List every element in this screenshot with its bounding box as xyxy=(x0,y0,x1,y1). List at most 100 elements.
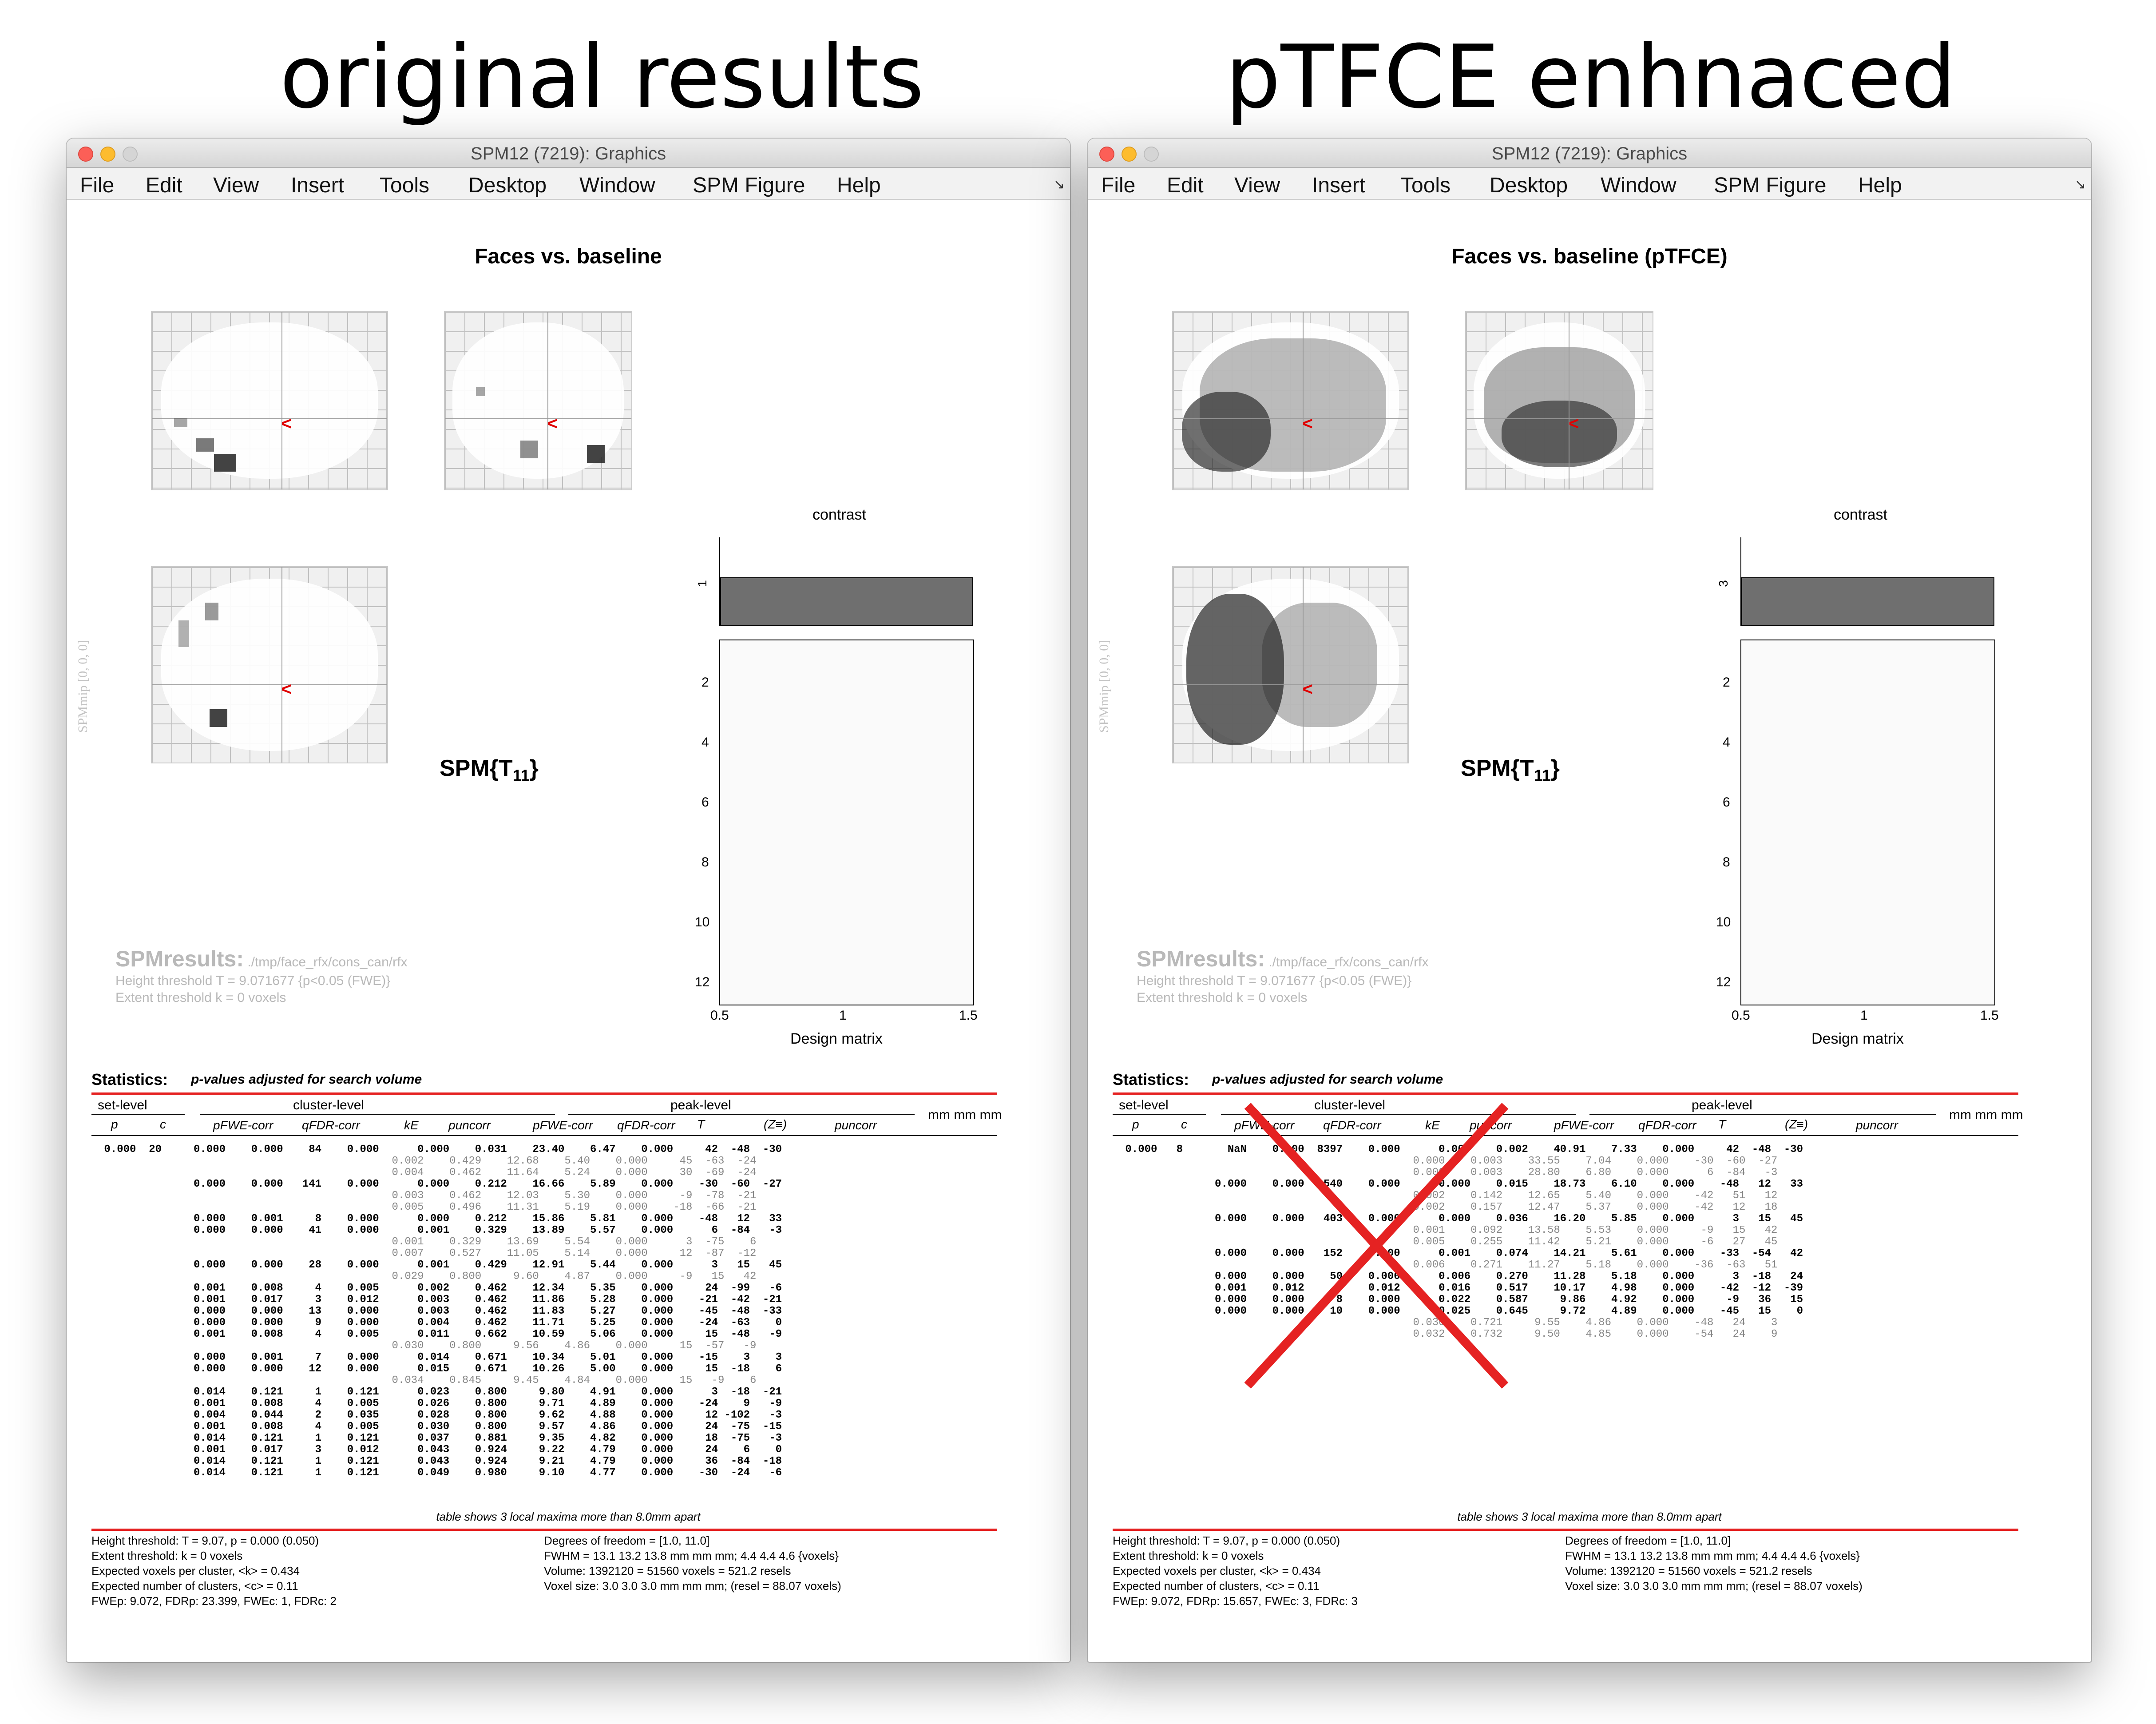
window-original: SPM12 (7219): Graphics File Edit View In… xyxy=(67,139,1070,1662)
stats-rule xyxy=(1113,1092,2018,1095)
design-matrix[interactable] xyxy=(1740,640,1995,1005)
table-row: 0.029 0.800 9.60 4.87 0.000 -9 15 42 xyxy=(98,1271,756,1283)
table-row: 0.000 0.000 13 0.000 0.003 0.462 11.83 5… xyxy=(98,1305,782,1317)
menu-file[interactable]: File xyxy=(1101,173,1135,198)
dm-ytick: 2 xyxy=(701,675,709,690)
dm-xtick: 1.5 xyxy=(959,1008,978,1023)
menu-tools[interactable]: Tools xyxy=(380,173,429,198)
menu-insert[interactable]: Insert xyxy=(291,173,344,198)
menu-edit[interactable]: Edit xyxy=(1167,173,1204,198)
menu-desktop[interactable]: Desktop xyxy=(1490,173,1568,198)
titlebar[interactable]: SPM12 (7219): Graphics xyxy=(1088,139,2091,168)
col-z: (Z≡) xyxy=(1785,1117,1808,1132)
graphics-canvas: Faces vs. baseline < < < SPMmip [0, 0, 0… xyxy=(67,200,1070,1662)
dm-ytick: 6 xyxy=(1723,795,1730,810)
col-punc-peak: puncorr xyxy=(835,1118,877,1132)
table-row: 0.000 0.001 7 0.000 0.014 0.671 10.34 5.… xyxy=(98,1351,782,1363)
glass-brain-axial[interactable]: < xyxy=(151,566,388,763)
table-row: 0.014 0.121 1 0.121 0.049 0.980 9.10 4.7… xyxy=(98,1467,782,1479)
menu-view[interactable]: View xyxy=(213,173,259,198)
menu-spm-figure[interactable]: SPM Figure xyxy=(1714,173,1826,198)
glass-brain-coronal[interactable]: < xyxy=(1465,311,1653,490)
table-row: 0.014 0.121 1 0.121 0.023 0.800 9.80 4.9… xyxy=(98,1386,782,1398)
table-row: 0.004 0.044 2 0.035 0.028 0.800 9.62 4.8… xyxy=(98,1409,782,1421)
menu-window[interactable]: Window xyxy=(1601,173,1676,198)
contrast-plot: 3 xyxy=(1740,537,1994,626)
table-row: 0.000 0.000 9 0.000 0.004 0.462 11.71 5.… xyxy=(98,1317,782,1329)
table-row: 0.014 0.121 1 0.121 0.037 0.881 9.35 4.8… xyxy=(98,1432,782,1444)
dm-ytick: 10 xyxy=(1716,915,1731,930)
contrast-bar[interactable] xyxy=(1741,577,1994,626)
table-row: 0.001 0.008 4 0.005 0.026 0.800 9.71 4.8… xyxy=(98,1398,782,1410)
table-row: 0.007 0.527 11.05 5.14 0.000 12 -87 -12 xyxy=(98,1247,756,1259)
stats-rule xyxy=(91,1092,997,1095)
glass-brain-sagittal[interactable]: < xyxy=(1172,311,1409,490)
col-z: (Z≡) xyxy=(764,1117,787,1132)
dock-arrow-icon[interactable]: ↘ xyxy=(2075,177,2086,192)
mm-header: mm mm mm xyxy=(1949,1108,2023,1123)
menu-help[interactable]: Help xyxy=(837,173,881,198)
dock-arrow-icon[interactable]: ↘ xyxy=(1054,177,1065,192)
dm-ytick: 12 xyxy=(695,975,709,990)
dm-xtick: 1 xyxy=(839,1008,847,1023)
figure-title: Faces vs. baseline (pTFCE) xyxy=(1088,244,2091,269)
menu-spm-figure[interactable]: SPM Figure xyxy=(693,173,805,198)
table-row: 0.000 0.000 12 0.000 0.015 0.671 10.26 5… xyxy=(98,1363,782,1375)
mm-header: mm mm mm xyxy=(928,1108,1002,1123)
col-c: c xyxy=(1181,1117,1187,1132)
stats-subtitle: p-values adjusted for search volume xyxy=(1212,1072,1443,1087)
col-qfdr-peak: qFDR-corr xyxy=(617,1118,675,1132)
stats-title: Statistics: xyxy=(1113,1070,1189,1089)
table-row: 0.001 0.008 4 0.005 0.002 0.462 12.34 5.… xyxy=(98,1282,782,1294)
set-level-header: set-level xyxy=(98,1098,147,1113)
peak-level-header: peak-level xyxy=(1692,1098,1752,1113)
glass-brain-coronal[interactable]: < xyxy=(444,311,632,490)
footer-rule xyxy=(91,1529,997,1531)
table-row: 0.002 0.429 12.68 5.40 0.000 45 -63 -24 xyxy=(98,1155,756,1167)
spm-t-label: SPM{T11} xyxy=(440,755,539,785)
contrast-tick: 3 xyxy=(1716,580,1731,587)
design-matrix-title: Design matrix xyxy=(1811,1030,1904,1048)
table-note: table shows 3 local maxima more than 8.0… xyxy=(67,1510,1070,1524)
dm-ytick: 4 xyxy=(701,735,709,750)
dm-ytick: 10 xyxy=(695,915,709,930)
table-row: 0.001 0.329 13.69 5.54 0.000 3 -75 6 xyxy=(98,1236,756,1248)
col-t: T xyxy=(697,1117,705,1132)
dm-ytick: 12 xyxy=(1716,975,1731,990)
table-row: 0.000 0.000 141 0.000 0.000 0.212 16.66 … xyxy=(98,1178,782,1190)
dm-ytick: 4 xyxy=(1723,735,1730,750)
red-cursor-icon: < xyxy=(281,415,292,433)
menu-view[interactable]: View xyxy=(1234,173,1280,198)
col-qfdr-peak: qFDR-corr xyxy=(1638,1118,1696,1132)
design-matrix[interactable] xyxy=(719,640,974,1005)
col-t: T xyxy=(1718,1117,1726,1132)
menu-desktop[interactable]: Desktop xyxy=(468,173,547,198)
titlebar[interactable]: SPM12 (7219): Graphics xyxy=(67,139,1070,168)
menu-insert[interactable]: Insert xyxy=(1312,173,1365,198)
window-title: SPM12 (7219): Graphics xyxy=(1088,144,2091,164)
menu-edit[interactable]: Edit xyxy=(146,173,182,198)
menu-window[interactable]: Window xyxy=(579,173,655,198)
contrast-bar[interactable] xyxy=(720,577,973,626)
spm-results-info: SPMresults: ./tmp/face_rfx/cons_can/rfx … xyxy=(115,946,407,1005)
red-cross-icon xyxy=(1239,1097,1514,1394)
table-row: 0.003 0.462 12.03 5.30 0.000 -9 -78 -21 xyxy=(98,1190,756,1202)
table-row: 0.005 0.496 11.31 5.19 0.000 -18 -66 -21 xyxy=(98,1201,756,1213)
dm-ytick: 6 xyxy=(701,795,709,810)
red-cursor-icon: < xyxy=(1569,415,1579,433)
table-row: 0.000 0.000 28 0.000 0.001 0.429 12.91 5… xyxy=(98,1259,782,1271)
table-row: 0.000 20 0.000 0.000 84 0.000 0.000 0.03… xyxy=(98,1144,782,1156)
spm-mip-label: SPMmip [0, 0, 0] xyxy=(1097,644,1123,733)
menubar: File Edit View Insert Tools Desktop Wind… xyxy=(67,168,1070,200)
dm-xtick: 1.5 xyxy=(1980,1008,1999,1023)
glass-brain-axial[interactable]: < xyxy=(1172,566,1409,763)
menu-help[interactable]: Help xyxy=(1858,173,1902,198)
table-row: 0.001 0.008 4 0.005 0.030 0.800 9.57 4.8… xyxy=(98,1421,782,1433)
menu-tools[interactable]: Tools xyxy=(1401,173,1451,198)
figure-title: Faces vs. baseline xyxy=(67,244,1070,269)
glass-brain-sagittal[interactable]: < xyxy=(151,311,388,490)
table-row: 0.014 0.121 1 0.121 0.043 0.924 9.21 4.7… xyxy=(98,1455,782,1467)
menu-file[interactable]: File xyxy=(80,173,114,198)
red-cursor-icon: < xyxy=(281,680,292,698)
footer-left: Height threshold: T = 9.07, p = 0.000 (0… xyxy=(1113,1533,1358,1609)
